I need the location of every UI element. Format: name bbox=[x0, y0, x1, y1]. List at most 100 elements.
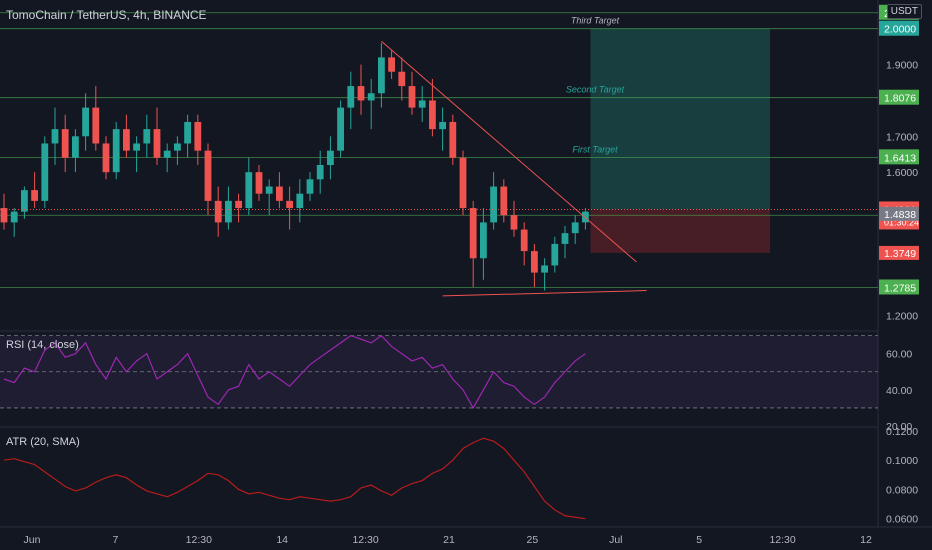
candle-body bbox=[388, 57, 395, 72]
level-price-tag-label: 1.2785 bbox=[884, 282, 916, 294]
stop-price-tag bbox=[879, 245, 919, 260]
candle-body bbox=[10, 211, 18, 223]
candle-body bbox=[174, 143, 181, 151]
rsi-axis-tick: 40.00 bbox=[886, 385, 912, 397]
candle-body bbox=[0, 208, 8, 223]
candle-body bbox=[204, 150, 212, 201]
candle-body bbox=[123, 129, 130, 151]
target-label: Third Target bbox=[571, 16, 620, 26]
candle-body bbox=[439, 121, 446, 130]
time-axis-tick: Jun bbox=[24, 534, 41, 546]
stop-price-label: 1.3749 bbox=[884, 248, 916, 260]
candle-body bbox=[398, 71, 406, 87]
trendline bbox=[442, 290, 647, 297]
rsi-indicator-title: RSI (14, close) bbox=[6, 339, 79, 351]
time-axis-tick: 12:30 bbox=[769, 534, 795, 546]
price-axis-tick: 1.7000 bbox=[886, 131, 918, 143]
candle-body bbox=[378, 57, 385, 94]
candle-body bbox=[194, 121, 202, 151]
previous-price-label: 1.4838 bbox=[884, 209, 916, 221]
candle-body bbox=[459, 157, 467, 209]
candle-body bbox=[510, 215, 518, 230]
atr-line bbox=[3, 437, 586, 520]
candle-body bbox=[418, 100, 426, 108]
atr-indicator-title: ATR (20, SMA) bbox=[6, 436, 80, 448]
candle-body bbox=[184, 121, 191, 144]
candle-body bbox=[306, 179, 314, 194]
candle-body bbox=[265, 186, 273, 194]
candle-body bbox=[337, 107, 344, 151]
stop-zone bbox=[590, 209, 770, 253]
level-price-tag bbox=[879, 89, 919, 105]
previous-price-tag bbox=[879, 206, 919, 221]
atr-axis-tick: 0.1000 bbox=[886, 455, 918, 467]
price-axis-tick: 1.2000 bbox=[886, 311, 918, 323]
atr-axis-tick: 0.0600 bbox=[886, 514, 918, 526]
time-axis-tick: 12:30 bbox=[186, 534, 212, 546]
level-price-tag-label: 2.0000 bbox=[884, 24, 916, 36]
level-price-tag bbox=[879, 279, 919, 295]
candle-body bbox=[72, 136, 79, 158]
candle-body bbox=[582, 211, 589, 223]
candle-body bbox=[143, 129, 151, 144]
candle-body bbox=[51, 129, 59, 144]
time-axis-tick: 14 bbox=[276, 534, 288, 546]
time-axis-tick: 12 bbox=[860, 534, 872, 546]
atr-axis-tick: 0.0800 bbox=[886, 484, 918, 496]
candle-body bbox=[316, 165, 324, 180]
price-axis-tick: 1.9000 bbox=[886, 60, 918, 72]
candle-body bbox=[408, 86, 416, 108]
level-price-tag bbox=[879, 20, 919, 36]
candle-body bbox=[429, 100, 436, 130]
target-zone bbox=[590, 28, 770, 210]
symbol-title: TomoChain / TetherUS, 4h, BINANCE bbox=[6, 8, 207, 22]
time-axis-tick: 21 bbox=[443, 534, 455, 546]
candle-body bbox=[561, 233, 569, 244]
candle-body bbox=[520, 229, 528, 252]
rsi-axis-tick: 20.00 bbox=[886, 421, 912, 433]
candle-body bbox=[480, 222, 487, 259]
time-axis-tick: 7 bbox=[112, 534, 118, 546]
price-axis-tick: 1.6000 bbox=[886, 167, 918, 179]
candle-body bbox=[327, 150, 334, 165]
candle-body bbox=[571, 222, 579, 234]
candle-body bbox=[449, 121, 457, 158]
candle-body bbox=[31, 190, 38, 201]
countdown-label: 01:30:24 bbox=[884, 217, 919, 227]
candle-body bbox=[225, 200, 232, 223]
candle-body bbox=[551, 243, 559, 266]
time-axis-tick: Jul bbox=[609, 534, 622, 546]
candle-body bbox=[296, 193, 304, 209]
trendline bbox=[381, 40, 637, 263]
candle-body bbox=[92, 107, 100, 144]
candle-body bbox=[469, 208, 477, 259]
candle-body bbox=[41, 143, 49, 201]
currency-button[interactable]: USDT bbox=[886, 4, 922, 19]
candle-body bbox=[235, 200, 242, 209]
target-label: First Target bbox=[572, 144, 618, 154]
rsi-line bbox=[3, 334, 586, 410]
candle-body bbox=[347, 86, 355, 108]
candle-body bbox=[531, 251, 538, 273]
candle-body bbox=[357, 86, 365, 101]
rsi-band-fill bbox=[0, 335, 878, 408]
candle-body bbox=[214, 200, 222, 223]
candle-body bbox=[112, 129, 120, 173]
candle-body bbox=[82, 107, 89, 137]
candle-body bbox=[245, 172, 253, 209]
candle-body bbox=[21, 190, 28, 212]
candle-body bbox=[133, 143, 140, 151]
candle-body bbox=[286, 200, 293, 209]
atr-axis-tick: 0.1200 bbox=[886, 426, 918, 438]
time-axis-tick: 12:30 bbox=[352, 534, 378, 546]
candle-body bbox=[276, 186, 283, 201]
candle-body bbox=[163, 150, 171, 158]
candle-body bbox=[102, 143, 110, 173]
candle-body bbox=[500, 186, 508, 216]
rsi-axis-tick: 60.00 bbox=[886, 349, 912, 361]
candle-body bbox=[61, 129, 69, 158]
candle-body bbox=[367, 93, 375, 101]
candle-body bbox=[255, 172, 263, 194]
time-axis-tick: 5 bbox=[696, 534, 702, 546]
